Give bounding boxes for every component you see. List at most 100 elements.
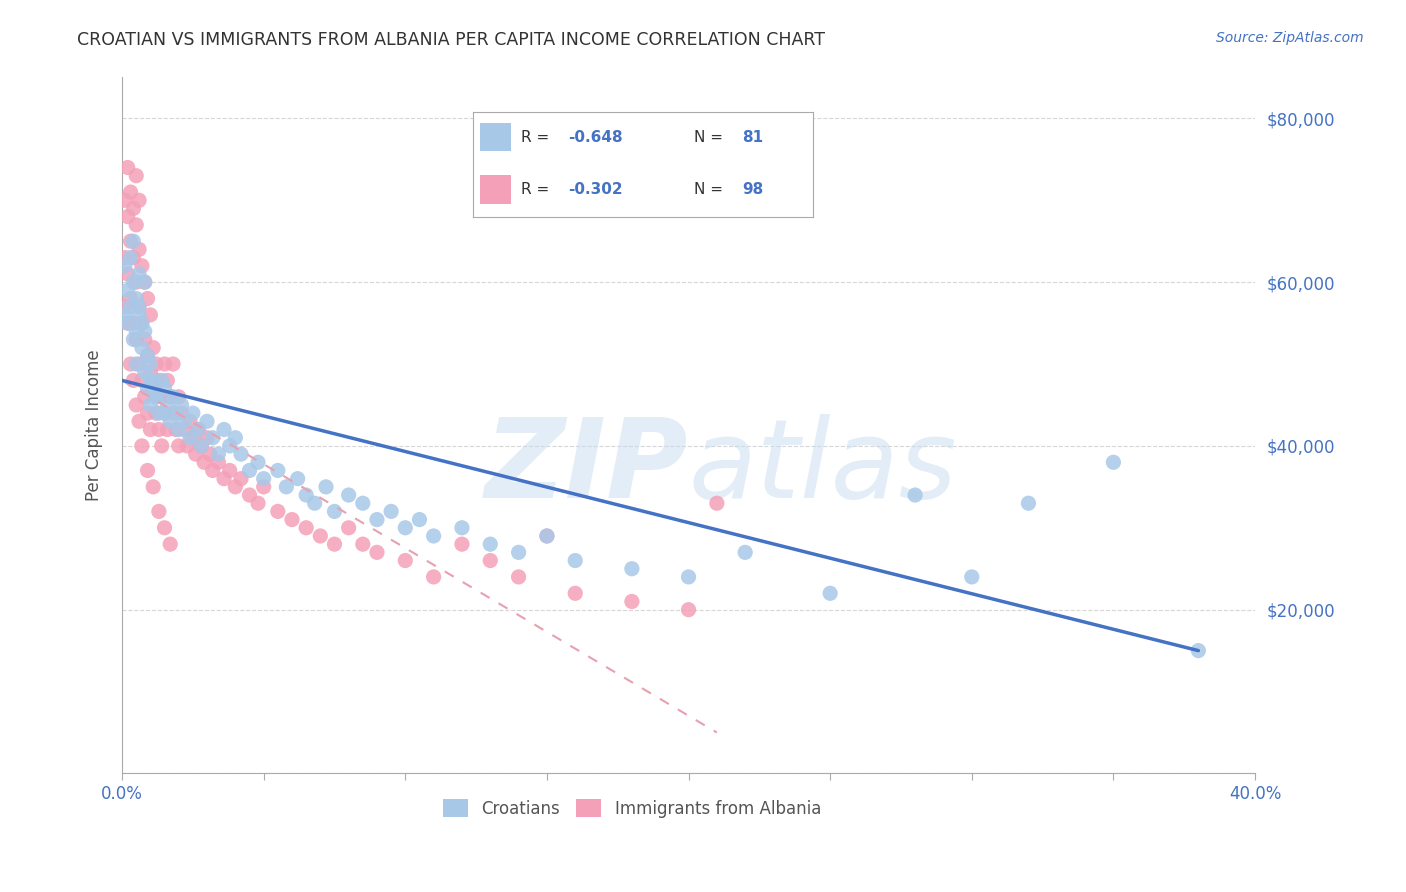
Point [145, 390, 167, 404]
Point [323, 537, 346, 551]
Point [128, 243, 150, 257]
Point [139, 423, 162, 437]
Point [120, 185, 142, 199]
Point [564, 553, 586, 567]
Point [179, 414, 201, 428]
Point [173, 423, 195, 437]
Point [153, 406, 176, 420]
Point [153, 382, 176, 396]
Point [117, 161, 139, 175]
Point [167, 439, 190, 453]
Point [238, 488, 260, 502]
Point [422, 570, 444, 584]
Point [229, 447, 252, 461]
Point [162, 406, 184, 420]
Point [122, 251, 145, 265]
Point [212, 423, 235, 437]
Point [165, 406, 187, 420]
Point [128, 300, 150, 314]
Point [159, 414, 181, 428]
Point [125, 169, 148, 183]
Point [176, 439, 198, 453]
Point [247, 455, 270, 469]
Point [287, 472, 309, 486]
Point [156, 373, 179, 387]
Point [564, 586, 586, 600]
Point [238, 463, 260, 477]
Point [187, 423, 209, 437]
Point [122, 373, 145, 387]
Point [620, 594, 643, 608]
Point [125, 398, 148, 412]
Point [128, 414, 150, 428]
Point [134, 324, 156, 338]
Point [184, 447, 207, 461]
Point [122, 275, 145, 289]
Point [394, 521, 416, 535]
Point [165, 423, 187, 437]
Point [139, 398, 162, 412]
Point [337, 521, 360, 535]
Point [224, 431, 246, 445]
Point [380, 504, 402, 518]
Point [198, 447, 221, 461]
Point [253, 472, 276, 486]
Point [156, 398, 179, 412]
Point [352, 537, 374, 551]
Point [142, 341, 165, 355]
Point [167, 423, 190, 437]
Point [128, 267, 150, 281]
Point [366, 545, 388, 559]
Point [159, 537, 181, 551]
Point [125, 218, 148, 232]
Point [479, 537, 502, 551]
Point [218, 463, 240, 477]
Point [173, 414, 195, 428]
Point [394, 553, 416, 567]
Point [309, 529, 332, 543]
Point [125, 275, 148, 289]
Point [304, 496, 326, 510]
Point [479, 553, 502, 567]
Point [195, 414, 218, 428]
Point [150, 373, 173, 387]
Point [153, 406, 176, 420]
Point [136, 382, 159, 396]
Point [207, 455, 229, 469]
Point [131, 341, 153, 355]
Point [150, 439, 173, 453]
Point [281, 513, 304, 527]
Point [179, 431, 201, 445]
Point [134, 275, 156, 289]
Point [508, 570, 530, 584]
Point [148, 504, 170, 518]
Point [120, 357, 142, 371]
Point [170, 398, 193, 412]
Text: Source: ZipAtlas.com: Source: ZipAtlas.com [1216, 31, 1364, 45]
Text: atlas: atlas [689, 414, 957, 521]
Point [136, 292, 159, 306]
Point [139, 365, 162, 379]
Point [128, 357, 150, 371]
Point [366, 513, 388, 527]
Point [162, 390, 184, 404]
Point [960, 570, 983, 584]
Point [295, 521, 318, 535]
Point [125, 292, 148, 306]
Point [145, 357, 167, 371]
Point [122, 333, 145, 347]
Point [159, 390, 181, 404]
Point [142, 480, 165, 494]
Point [148, 373, 170, 387]
Point [131, 316, 153, 330]
Point [267, 504, 290, 518]
Point [734, 545, 756, 559]
Point [818, 586, 841, 600]
Point [125, 357, 148, 371]
Point [187, 423, 209, 437]
Point [128, 300, 150, 314]
Point [508, 545, 530, 559]
Point [125, 324, 148, 338]
Point [1017, 496, 1039, 510]
Point [139, 357, 162, 371]
